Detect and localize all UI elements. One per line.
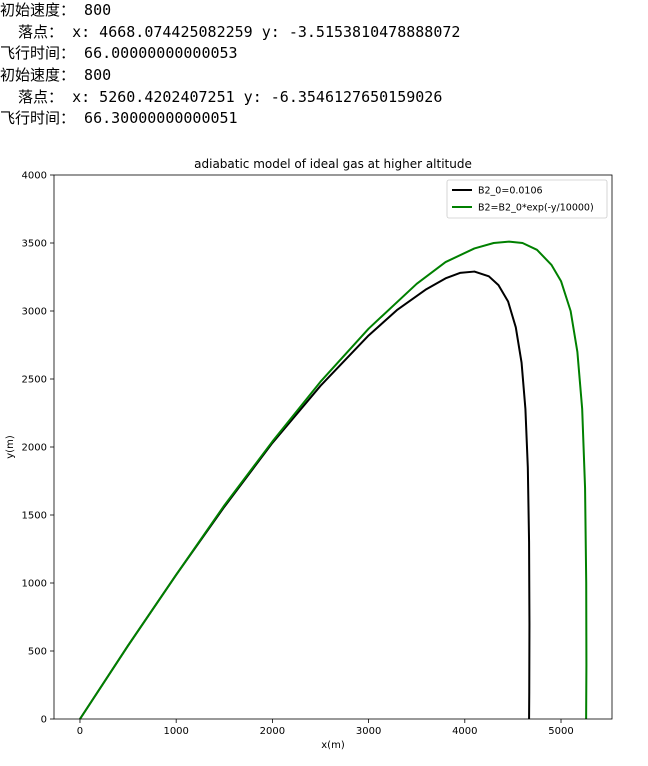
chart-container: adiabatic model of ideal gas at higher a…	[0, 150, 648, 761]
y-tick-label: 3000	[22, 307, 47, 318]
x-tick-label: 0	[77, 726, 83, 737]
log-line: 初始速度： 800	[0, 65, 648, 87]
log-value: x: 4668.074425082259 y: -3.5153810478888…	[72, 22, 461, 41]
log-value: 800	[84, 1, 112, 19]
y-tick-label: 3500	[22, 239, 47, 250]
legend-box	[446, 179, 608, 219]
trajectory-chart: adiabatic model of ideal gas at higher a…	[5, 157, 613, 751]
plot-frame	[53, 174, 613, 720]
y-tick-label: 4000	[22, 171, 47, 182]
log-value: 66.30000000000051	[84, 109, 238, 128]
log-label: 飞行时间：	[0, 109, 76, 128]
log-label: 初始速度：	[0, 1, 76, 19]
series-line-1	[79, 270, 531, 720]
x-tick-label: 2000	[260, 726, 285, 737]
plot-area: 0 1000 2000 3000 4000 5000 0 500 1000 1500 2000 250…	[22, 171, 613, 737]
log-label: 落点：	[0, 87, 64, 106]
x-tick-label: 3000	[356, 726, 381, 737]
output-log: 初始速度： 800 落点： x: 4668.074425082259 y: -3…	[0, 0, 648, 130]
chart-title: adiabatic model of ideal gas at higher a…	[194, 157, 472, 171]
y-tick-label: 1000	[22, 579, 47, 590]
x-tick-label: 5000	[548, 726, 573, 737]
log-value: 66.00000000000053	[84, 44, 238, 63]
y-axis-label: y(m)	[5, 435, 16, 459]
y-tick-label: 2000	[22, 443, 47, 454]
log-line: 初始速度： 800	[0, 0, 648, 22]
series-line-2	[79, 240, 588, 720]
log-line: 落点： x: 4668.074425082259 y: -3.515381047…	[0, 22, 648, 44]
y-tick-label: 2500	[22, 375, 47, 386]
y-tick-label: 500	[28, 647, 47, 658]
log-value: 800	[84, 66, 112, 85]
log-line: 飞行时间： 66.30000000000051	[0, 108, 648, 130]
y-tick-label: 1500	[22, 511, 47, 522]
log-line: 飞行时间： 66.00000000000053	[0, 43, 648, 65]
legend-label: B2_0=0.0106	[478, 186, 543, 197]
y-tick-label: 0	[41, 715, 47, 726]
x-tick-label: 1000	[163, 726, 188, 737]
log-label: 初始速度：	[0, 66, 76, 85]
x-tick-label: 4000	[452, 726, 477, 737]
log-label: 落点：	[0, 22, 64, 41]
x-axis-label: x(m)	[321, 740, 345, 751]
legend-label: B2=B2_0*exp(-y/10000)	[478, 203, 594, 214]
log-value: x: 5260.4202407251 y: -6.354612765015902…	[72, 87, 443, 106]
log-label: 飞行时间：	[0, 44, 76, 63]
log-line: 落点： x: 5260.4202407251 y: -6.35461276501…	[0, 87, 648, 109]
